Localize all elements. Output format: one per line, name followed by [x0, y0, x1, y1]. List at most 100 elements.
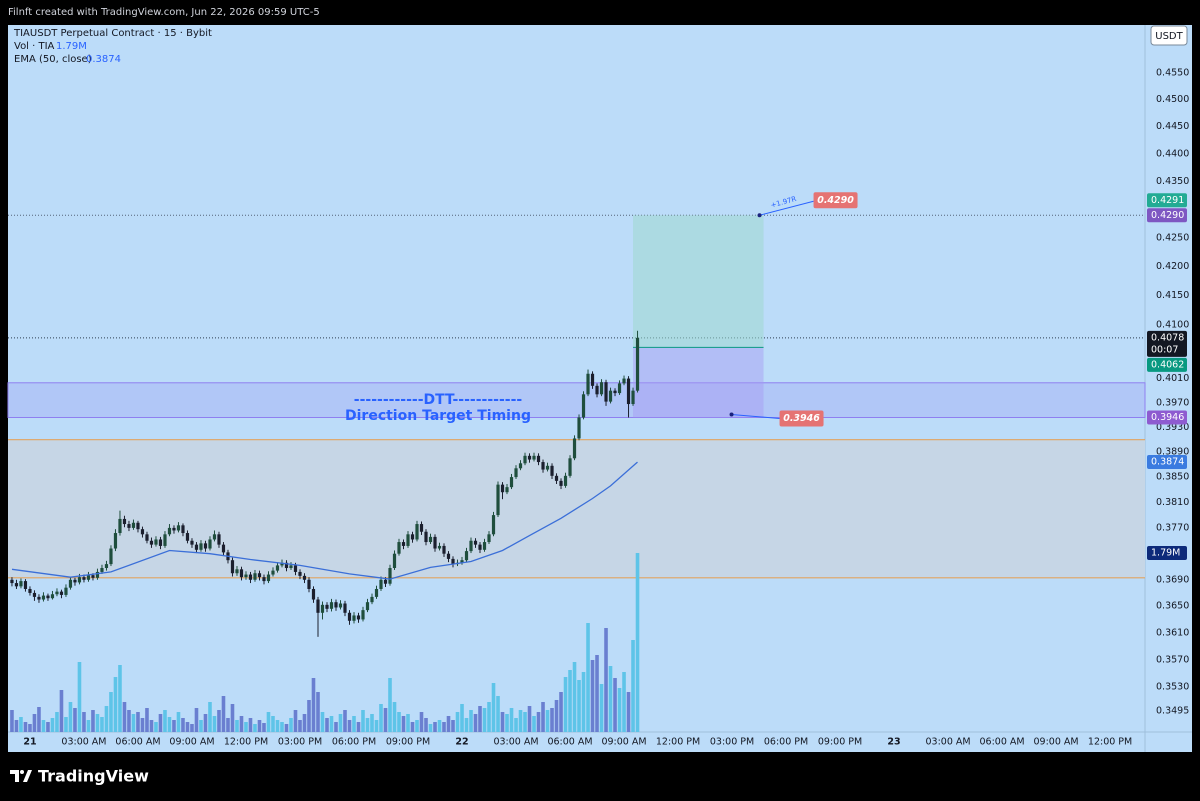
- y-tick-label: 0.4500: [1156, 94, 1189, 105]
- volume-bar: [451, 720, 455, 732]
- price-label: 0.4291: [1151, 195, 1184, 206]
- candle-body: [203, 543, 208, 549]
- volume-bar: [392, 702, 397, 732]
- candle-body: [410, 534, 415, 540]
- volume-bar: [536, 712, 541, 732]
- candle-body: [113, 533, 118, 549]
- stop-connector: [731, 414, 780, 419]
- volume-bar: [496, 696, 500, 732]
- stop-label: 0.3946: [783, 413, 820, 424]
- price-label: 0.4290: [1151, 210, 1184, 221]
- volume-bar: [167, 717, 172, 732]
- candle-body: [482, 542, 487, 550]
- stop-label-box: [779, 410, 824, 427]
- candle-body: [334, 602, 338, 608]
- volume-bar: [581, 672, 586, 732]
- candle-body: [541, 462, 545, 470]
- candle-body: [145, 534, 149, 541]
- candle-body: [14, 583, 19, 587]
- candle-body: [428, 536, 433, 543]
- candle-body: [568, 458, 572, 476]
- volume-bar: [95, 714, 100, 732]
- candle-body: [221, 544, 226, 553]
- volume-bar: [509, 708, 514, 732]
- candle-body: [500, 484, 505, 493]
- x-tick-label: 06:00 PM: [332, 737, 376, 748]
- candle-body: [248, 574, 253, 580]
- currency-button[interactable]: [1150, 25, 1188, 46]
- candle-body: [464, 551, 469, 561]
- logo-slash: [23, 770, 32, 782]
- candle-body: [379, 579, 383, 589]
- candle-body: [406, 534, 410, 546]
- candle-body: [329, 602, 334, 609]
- target-label-box: [813, 192, 858, 209]
- volume-bar: [410, 722, 415, 732]
- volume-legend-value: 1.79M: [56, 41, 87, 52]
- x-tick-label: 09:00 AM: [1034, 737, 1079, 748]
- candle-body: [208, 539, 212, 549]
- volume-bar: [46, 722, 50, 732]
- candle-body: [433, 536, 437, 549]
- volume-bar: [212, 716, 217, 732]
- volume-bar: [19, 717, 23, 732]
- y-tick-label: 0.3850: [1156, 472, 1189, 483]
- position-stop-area: [633, 347, 764, 418]
- candle-body: [311, 588, 316, 600]
- y-tick-label: 0.4150: [1156, 290, 1189, 301]
- volume-bar: [37, 707, 41, 732]
- volume-bar: [208, 702, 212, 732]
- chart-title: TIAUSDT Perpetual Contract · 15 · Bybit: [13, 28, 212, 39]
- candle-body: [118, 518, 122, 534]
- candle-body: [635, 337, 640, 391]
- volume-bar: [320, 712, 325, 732]
- volume-bar: [554, 700, 559, 732]
- volume-bar: [338, 714, 343, 732]
- candle-body: [55, 591, 59, 595]
- footer-brand: TradingView: [38, 767, 149, 786]
- candle-body: [505, 487, 509, 493]
- candle-body: [190, 540, 194, 545]
- candle-body: [581, 394, 586, 418]
- candle-body: [185, 533, 190, 541]
- volume-bar: [586, 623, 590, 732]
- volume-bar: [257, 720, 262, 732]
- volume-bar: [455, 712, 460, 732]
- volume-bar: [271, 716, 275, 732]
- candle-body: [244, 574, 248, 578]
- candle-body: [127, 524, 131, 528]
- volume-bar: [239, 716, 244, 732]
- x-tick-label: 12:00 PM: [224, 737, 268, 748]
- x-tick-label: 09:00 PM: [386, 737, 430, 748]
- volume-bar: [113, 677, 118, 732]
- volume-bar: [68, 702, 73, 732]
- volume-bar: [437, 720, 442, 732]
- candle-body: [181, 525, 185, 534]
- annotation: ------------DTT------------: [354, 392, 523, 408]
- currency-label[interactable]: USDT: [1155, 31, 1183, 42]
- ema-legend-label: EMA (50, close): [14, 54, 92, 65]
- volume-bar: [262, 723, 266, 732]
- volume-bar: [523, 712, 527, 732]
- candle-body: [199, 543, 203, 550]
- candle-body: [289, 565, 293, 569]
- candle-body: [392, 553, 397, 569]
- candle-body: [37, 596, 41, 600]
- candle-body: [172, 527, 176, 531]
- volume-bar: [487, 702, 491, 732]
- volume-bar: [334, 722, 338, 732]
- y-tick-label: 0.3650: [1156, 601, 1189, 612]
- x-tick-label: 03:00 AM: [926, 737, 971, 748]
- volume-bar: [73, 708, 77, 732]
- volume-bar: [622, 672, 626, 732]
- candle-body: [356, 615, 361, 620]
- candle-body: [307, 579, 311, 589]
- candle-body: [77, 577, 82, 583]
- candle-body: [176, 525, 181, 531]
- candle-body: [100, 568, 104, 572]
- volume-bar: [230, 704, 235, 732]
- candle-body: [140, 529, 145, 535]
- volume-bar: [140, 718, 145, 732]
- candle-body: [473, 540, 478, 545]
